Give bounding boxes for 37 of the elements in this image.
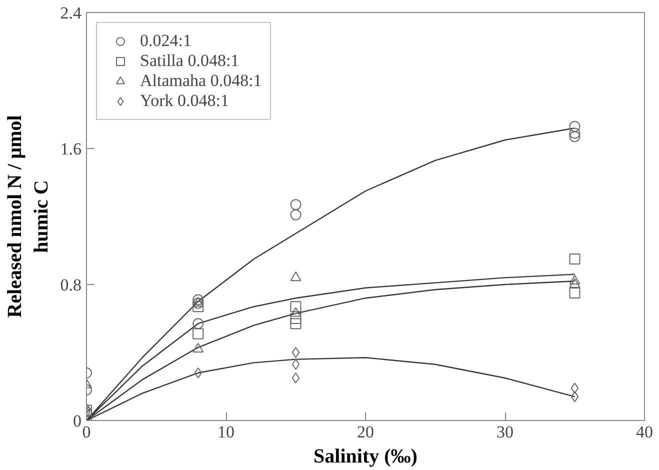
y-axis-title: Released nmol N / µmol humic C — [4, 114, 52, 318]
point — [570, 382, 579, 394]
point — [192, 318, 204, 330]
point — [290, 209, 302, 220]
point — [569, 131, 580, 142]
point — [290, 313, 302, 324]
legend-label: 0.024:1 — [140, 31, 192, 51]
legend-label: Satilla 0.048:1 — [140, 51, 240, 71]
x-tick-label: 40 — [636, 422, 653, 442]
point — [290, 199, 302, 210]
point — [569, 288, 580, 298]
x-tick-label: 20 — [357, 422, 374, 442]
point — [192, 301, 204, 312]
point — [292, 358, 300, 370]
point — [292, 347, 300, 358]
point — [292, 372, 300, 384]
point — [569, 254, 580, 264]
point — [290, 271, 302, 282]
point — [290, 301, 302, 312]
legend-label: York 0.048:1 — [140, 91, 229, 111]
point — [192, 294, 204, 306]
y-tick-label: 2.4 — [60, 4, 82, 22]
point — [290, 307, 302, 317]
point — [569, 278, 580, 288]
point — [290, 318, 302, 330]
point — [192, 342, 204, 352]
legend-label: Altamaha 0.048:1 — [140, 71, 262, 91]
point — [569, 128, 580, 139]
point — [569, 274, 580, 284]
x-tick-label: 30 — [496, 422, 514, 442]
y-tick-label: 1.6 — [60, 140, 82, 158]
y-tick-label: 0.8 — [60, 276, 82, 294]
point — [570, 391, 579, 402]
point — [192, 328, 204, 340]
point — [569, 120, 580, 132]
x-axis-title: Salinity (‰) — [314, 446, 418, 468]
x-tick-label: 10 — [218, 422, 234, 442]
